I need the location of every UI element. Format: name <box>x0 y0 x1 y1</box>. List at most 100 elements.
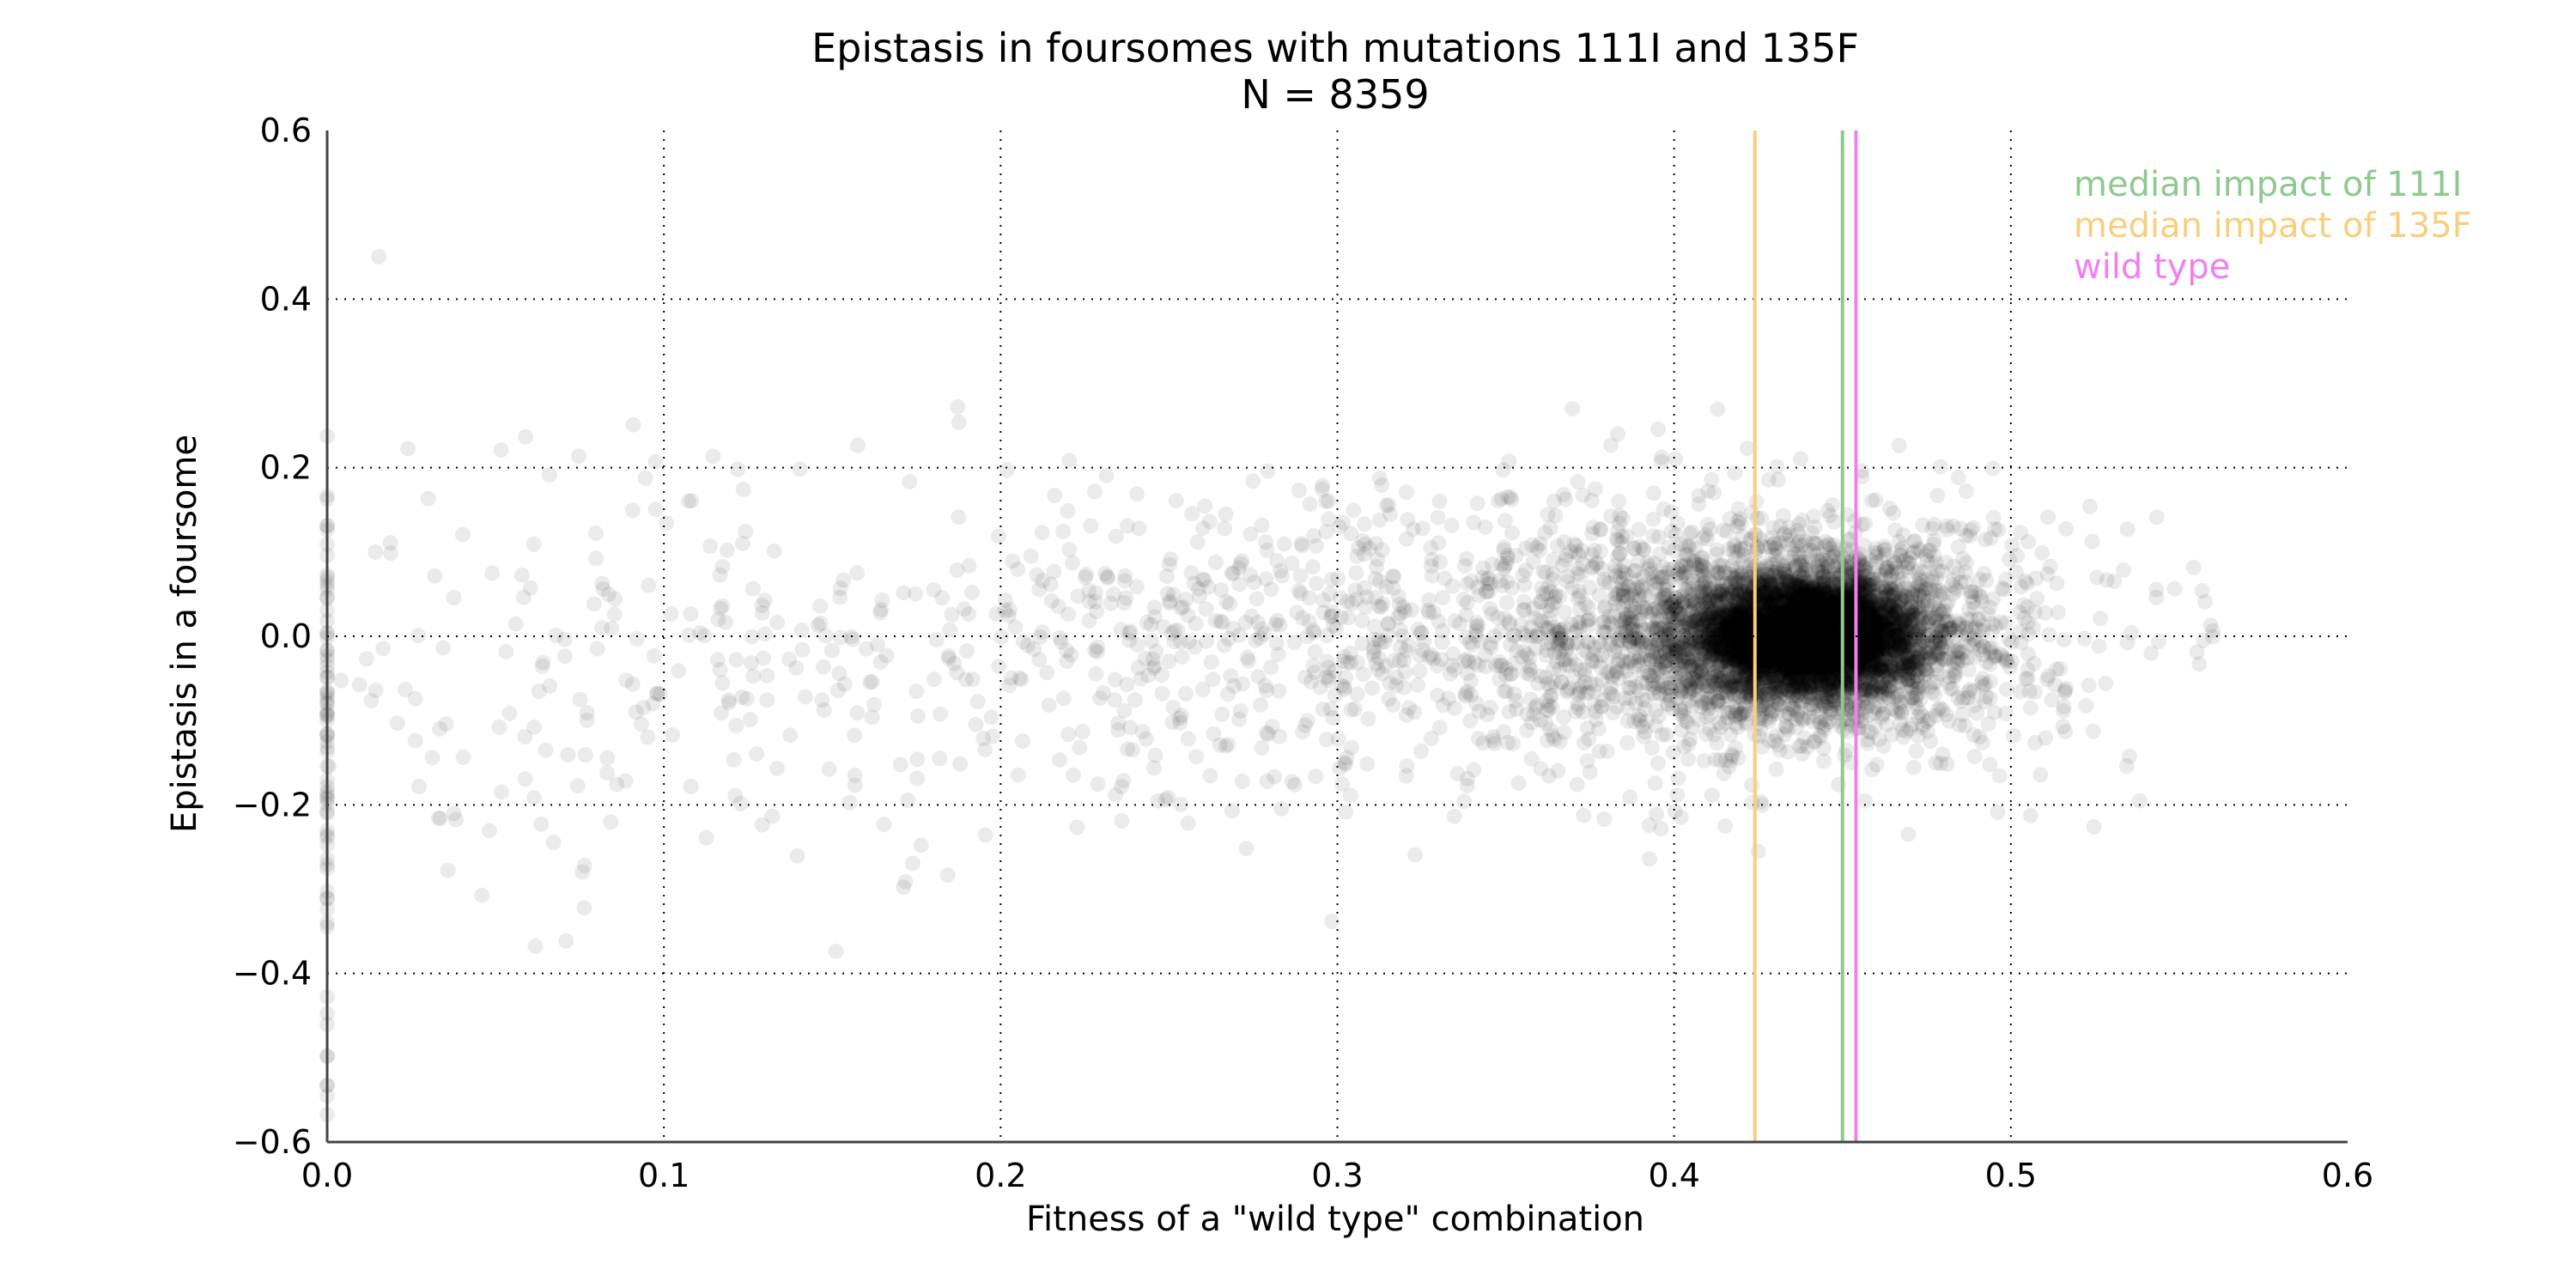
data-point <box>1787 659 1803 676</box>
data-point <box>1709 605 1725 622</box>
data-point <box>1712 752 1728 769</box>
data-point <box>1783 617 1800 634</box>
data-point <box>1820 623 1837 639</box>
data-point <box>1764 649 1779 665</box>
data-point <box>1760 647 1777 664</box>
data-point <box>1900 650 1917 666</box>
data-point <box>1824 628 1840 644</box>
data-point <box>1822 627 1838 643</box>
data-point <box>1670 657 1686 673</box>
data-point <box>1716 617 1733 634</box>
data-point <box>1907 653 1923 670</box>
data-point <box>1791 631 1807 647</box>
data-point <box>1927 644 1943 660</box>
data-point <box>1824 621 1840 637</box>
data-point <box>1819 603 1835 619</box>
data-point <box>1801 611 1818 628</box>
data-point <box>1680 580 1697 596</box>
data-point <box>1904 655 1919 671</box>
data-point <box>1818 678 1834 695</box>
data-point <box>1728 584 1745 600</box>
data-point <box>1737 631 1753 647</box>
data-point <box>1762 655 1778 671</box>
data-point <box>1825 608 1841 623</box>
data-point <box>1806 602 1822 618</box>
data-point <box>1793 660 1809 677</box>
data-point <box>1803 634 1820 650</box>
data-point <box>1880 637 1897 653</box>
data-point <box>1819 586 1835 602</box>
data-point <box>1806 614 1822 630</box>
data-point <box>1789 640 1805 656</box>
data-point <box>1756 650 1772 666</box>
data-point <box>1791 594 1807 610</box>
data-point <box>1759 628 1775 644</box>
data-point <box>1692 584 1709 600</box>
data-point <box>1714 605 1730 621</box>
data-point <box>1860 645 1876 661</box>
data-point <box>1856 624 1872 641</box>
data-point <box>1820 676 1836 692</box>
data-point <box>1793 635 1809 652</box>
data-point <box>1721 618 1737 634</box>
data-point <box>1841 635 1857 652</box>
data-point <box>1760 629 1777 646</box>
data-point <box>1663 595 1680 611</box>
data-point <box>1770 639 1786 655</box>
data-point <box>1869 604 1885 620</box>
data-point <box>1874 676 1890 692</box>
data-point <box>1797 611 1814 627</box>
data-point <box>1716 621 1733 637</box>
data-point <box>1921 628 1937 643</box>
data-point <box>1921 613 1936 629</box>
data-point <box>1875 637 1892 653</box>
data-point <box>1797 617 1814 634</box>
data-point <box>1775 595 1791 611</box>
data-point <box>1874 688 1890 704</box>
data-point <box>1770 634 1786 650</box>
data-point <box>1866 652 1882 668</box>
data-point <box>1763 649 1779 665</box>
data-point <box>1728 606 1745 623</box>
data-point <box>1805 592 1820 608</box>
data-point <box>1787 623 1803 639</box>
data-point <box>1765 653 1781 669</box>
data-point <box>1763 596 1779 612</box>
data-point <box>1697 580 1713 596</box>
data-point <box>1775 642 1791 659</box>
data-point <box>1772 617 1789 634</box>
data-point <box>1802 606 1819 623</box>
data-point <box>1815 665 1832 682</box>
data-point <box>1824 583 1840 599</box>
data-point <box>1793 633 1808 649</box>
data-point <box>1883 683 1899 700</box>
data-point <box>1816 598 1832 614</box>
data-point <box>1822 653 1838 668</box>
data-point <box>1712 641 1728 658</box>
data-point <box>1685 631 1701 647</box>
data-point <box>1659 653 1675 669</box>
data-point <box>1850 598 1866 615</box>
data-point <box>1812 650 1828 666</box>
data-point <box>1761 653 1777 670</box>
data-point <box>1872 637 1888 653</box>
data-point <box>1766 640 1783 656</box>
data-point <box>1967 634 1984 650</box>
data-point <box>1784 643 1801 659</box>
data-point <box>1878 581 1894 598</box>
data-point <box>1798 665 1814 681</box>
data-point <box>1777 623 1794 640</box>
data-point <box>1826 601 1843 617</box>
data-point <box>1797 589 1814 605</box>
data-point <box>1782 618 1798 635</box>
data-point <box>1875 641 1892 657</box>
data-point <box>1695 647 1711 663</box>
data-point <box>1710 627 1727 643</box>
data-point <box>1788 612 1804 629</box>
data-point <box>1776 656 1792 672</box>
data-point <box>1817 614 1833 630</box>
data-point <box>1740 616 1756 632</box>
data-point <box>1667 649 1683 665</box>
data-point <box>1761 600 1777 617</box>
data-point <box>1803 647 1820 663</box>
